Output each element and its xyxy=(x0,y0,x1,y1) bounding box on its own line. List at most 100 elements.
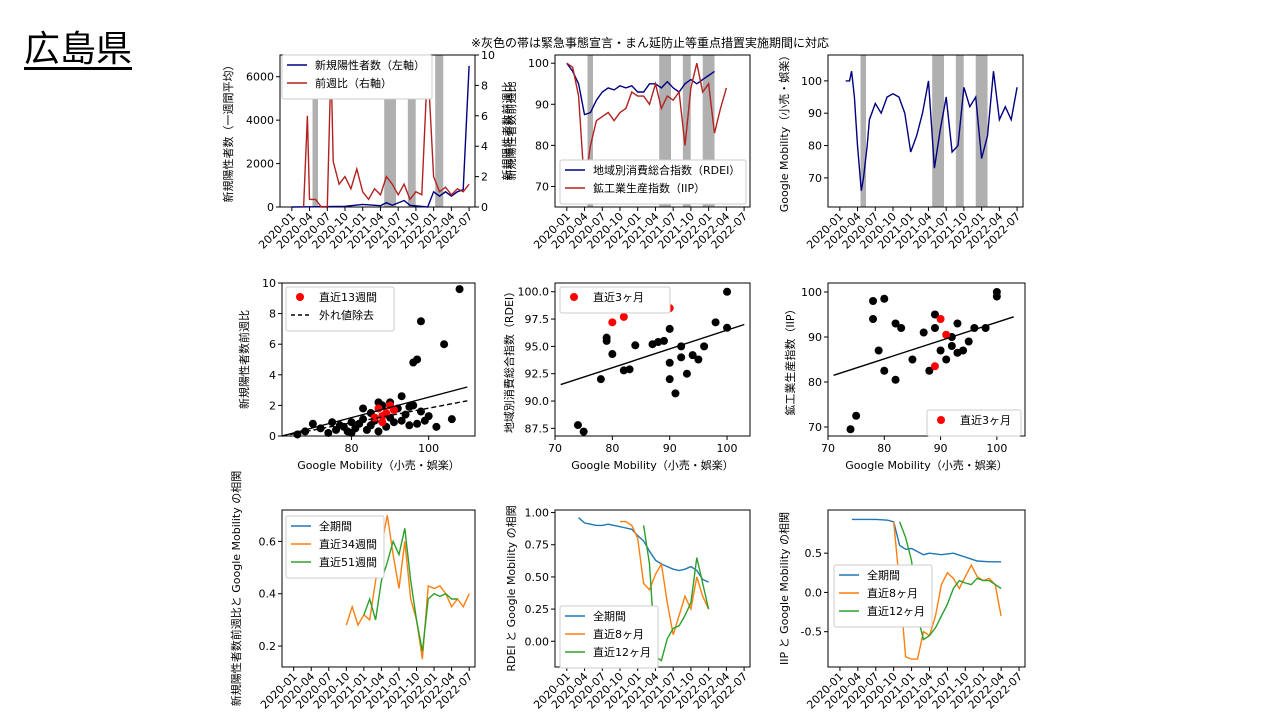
s3-xlabel: Google Mobility（小売・娯楽） xyxy=(845,458,1007,472)
c1-legend-entry: 全期間 xyxy=(319,519,352,533)
s1-recent-point xyxy=(378,412,387,421)
s3-point xyxy=(874,346,883,355)
s1-point xyxy=(409,401,418,410)
p1-ytick-label: 0 xyxy=(267,201,274,214)
p3-shaded-band xyxy=(860,55,867,207)
s2-point xyxy=(694,355,703,364)
s3-recent-point xyxy=(936,315,945,323)
s1-point xyxy=(447,415,456,424)
c2-ytick-label: 0.75 xyxy=(525,539,550,552)
s3-point xyxy=(891,319,900,328)
c1-ytick-label: 0.2 xyxy=(259,640,277,653)
p1-shaded-band xyxy=(384,55,397,207)
s2-point xyxy=(608,350,617,359)
s3-legend: 直近3ヶ月 xyxy=(926,409,1022,437)
p1-legend-box xyxy=(281,54,433,100)
s1-legend-marker xyxy=(296,293,304,301)
s3-ylabel: 鉱工業生産指数（IIP） xyxy=(783,303,797,415)
s3-point xyxy=(880,366,889,375)
s1-ytick-label: 2 xyxy=(269,399,276,412)
s2-ytick-label: 95.0 xyxy=(525,340,550,353)
p2-shaded-band xyxy=(587,55,594,207)
p3-shaded-band xyxy=(932,55,945,207)
p2-legend: 地域別消費総合指数（RDEI） 鉱工業生産指数（IIP） xyxy=(559,159,747,205)
s2-point xyxy=(602,333,611,342)
p2-ytick-label: 90 xyxy=(535,98,549,111)
p2-series-1 xyxy=(566,62,728,187)
s3-point xyxy=(936,346,945,355)
s2-point xyxy=(573,421,582,430)
c2-series-0 xyxy=(578,517,709,583)
s3-point xyxy=(919,328,928,337)
s1-point xyxy=(413,419,422,428)
s3-ytick-label: 70 xyxy=(808,421,822,434)
c1-legend-entry: 直近34週間 xyxy=(319,537,377,551)
s1-legend-box xyxy=(285,286,395,332)
s3-point xyxy=(846,425,855,434)
p1-ytick-label: 6000 xyxy=(246,71,274,84)
s1-xlabel: Google Mobility（小売・娯楽） xyxy=(297,458,459,472)
c3-ytick-label: -0.5 xyxy=(801,626,822,639)
s2-xtick-label: 100 xyxy=(717,442,738,455)
s3-point xyxy=(947,342,956,350)
s3-point xyxy=(930,324,939,332)
s2-recent-point xyxy=(619,312,628,321)
s3-xtick-label: 80 xyxy=(877,442,891,455)
c2-series-1 xyxy=(620,520,710,636)
s3-xtick-label: 70 xyxy=(821,442,835,455)
s1-point xyxy=(347,418,356,427)
p2-shaded-band xyxy=(702,55,715,207)
s3-fit-line xyxy=(833,316,1014,376)
c1-ylabel: 新規陽性者数前週比と Google Mobility の相関 xyxy=(229,471,243,706)
p2-series-0 xyxy=(566,62,715,116)
p1-y2-ytick-label: 2 xyxy=(481,171,488,184)
s2-ytick-label: 97.5 xyxy=(525,313,550,326)
c1-frame xyxy=(281,509,476,668)
s2-point xyxy=(579,427,588,436)
s1-ylabel: 新規陽性者数前週比 xyxy=(237,310,251,409)
s2-point xyxy=(688,351,697,360)
s2-point xyxy=(671,389,680,398)
p1-series-0 xyxy=(291,65,470,208)
s3-ytick-label: 80 xyxy=(808,376,822,389)
p3-ytick-label: 80 xyxy=(808,140,822,153)
p3-shaded-band xyxy=(975,55,988,207)
c2-ytick-label: 0.50 xyxy=(525,571,550,584)
p1-y2-ytick-label: 4 xyxy=(481,140,488,153)
s1-ytick-label: 10 xyxy=(262,277,276,290)
s1-point xyxy=(405,421,414,430)
s2-ylabel: 地域別消費総合指数（RDEI） xyxy=(502,286,516,433)
c3-ytick-label: 0.0 xyxy=(805,586,823,599)
c2-legend-entry: 直近12ヶ月 xyxy=(593,645,651,659)
c1-series-1 xyxy=(345,515,470,660)
s3-legend-entry: 直近3ヶ月 xyxy=(960,413,1011,427)
s1-point xyxy=(416,317,425,326)
p3-frame xyxy=(827,54,1024,208)
p3-series-0 xyxy=(845,71,1018,191)
s2-legend-marker xyxy=(570,293,578,301)
s2-recent-point xyxy=(608,318,617,327)
s2-point xyxy=(711,318,720,327)
c3-legend-entry: 全期間 xyxy=(867,568,900,582)
s2-point xyxy=(700,342,709,351)
s3-ytick-label: 100 xyxy=(801,286,822,299)
s1-legend-entry: 外れ値除去 xyxy=(319,308,374,322)
s1-fit-line xyxy=(281,386,468,437)
s2-ytick-label: 90.0 xyxy=(525,395,550,408)
c3-ylabel: IIP と Google Mobility の相関 xyxy=(778,512,791,665)
s1-frame xyxy=(281,282,476,437)
s2-ytick-label: 92.5 xyxy=(525,368,550,381)
s2-point xyxy=(659,336,668,345)
s3-point xyxy=(992,292,1001,301)
s3-point xyxy=(964,337,973,346)
c3-frame xyxy=(827,509,1026,668)
s2-point xyxy=(596,375,605,384)
p1-legend: 新規陽性者数（左軸） 前週比（右軸） xyxy=(281,54,433,100)
s3-legend-box xyxy=(926,409,1022,437)
s1-point xyxy=(324,428,333,437)
s2-legend-box xyxy=(559,286,671,314)
s1-legend-entry: 直近13週間 xyxy=(319,290,377,304)
s3-point xyxy=(925,366,934,375)
s3-point xyxy=(880,294,889,303)
